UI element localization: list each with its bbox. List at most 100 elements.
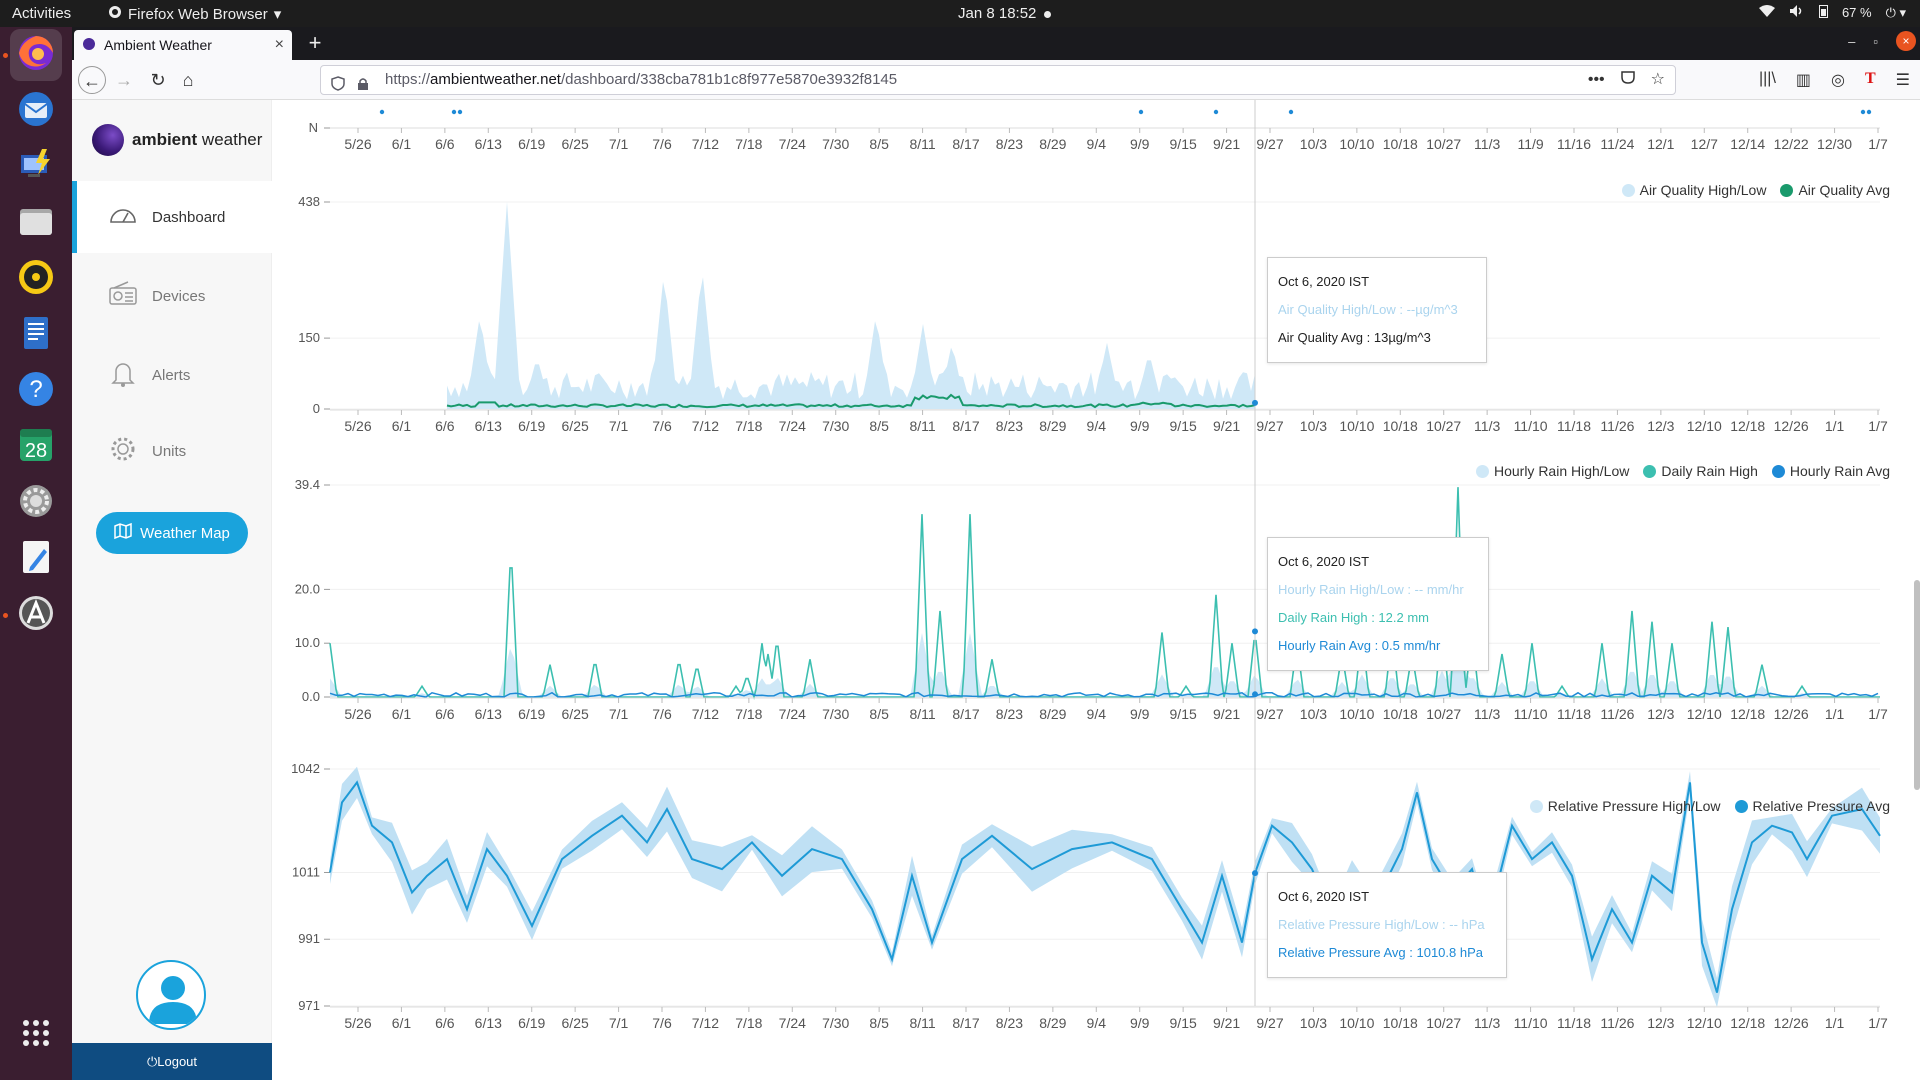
wind-x-axis-tick-label: 12/22 bbox=[1774, 136, 1809, 152]
wind-x-axis-tick-label: 8/17 bbox=[952, 136, 979, 152]
close-tab-icon[interactable]: × bbox=[274, 36, 284, 53]
aq-x-axis-tick-label: 11/3 bbox=[1474, 418, 1500, 434]
dock-files[interactable] bbox=[10, 197, 62, 249]
legend-item[interactable]: Daily Rain High bbox=[1643, 463, 1758, 479]
rain-x-axis-tick-label: 1/1 bbox=[1825, 706, 1845, 722]
page-actions-icon[interactable]: ••• bbox=[1587, 71, 1605, 88]
account-icon[interactable]: ◎ bbox=[1831, 72, 1845, 89]
pressure-tooltip: Oct 6, 2020 IST Relative Pressure High/L… bbox=[1267, 872, 1507, 978]
system-tray[interactable]: 67 % ⏻ ▾ bbox=[1758, 4, 1906, 21]
tooltip-date: Oct 6, 2020 IST bbox=[1278, 554, 1370, 569]
pressure-x-axis-tick-label: 9/4 bbox=[1087, 1015, 1107, 1031]
dock-text-editor[interactable] bbox=[10, 533, 62, 585]
wind-x-axis-tick-label: 9/9 bbox=[1130, 136, 1150, 152]
pressure-x-axis-tick-label: 11/26 bbox=[1600, 1015, 1634, 1031]
extension-t-icon[interactable]: T bbox=[1864, 70, 1876, 87]
aq-x-axis-tick-label: 1/7 bbox=[1868, 418, 1888, 434]
pressure-legend: Relative Pressure High/Low Relative Pres… bbox=[1529, 798, 1890, 814]
bookmark-star-icon[interactable]: ☆ bbox=[1650, 71, 1665, 88]
minimize-icon[interactable]: – bbox=[1848, 33, 1856, 49]
home-button[interactable]: ⌂ bbox=[174, 66, 202, 94]
rain-high-low-area bbox=[330, 623, 1880, 697]
sidebar-item-dashboard[interactable]: Dashboard bbox=[72, 181, 272, 253]
dock-firefox[interactable] bbox=[10, 29, 62, 81]
legend-item[interactable]: Relative Pressure Avg bbox=[1734, 798, 1890, 814]
dock-rhythmbox[interactable] bbox=[10, 253, 62, 305]
reload-button[interactable]: ↻ bbox=[144, 66, 172, 94]
rain-x-axis-tick-label: 7/30 bbox=[822, 706, 849, 722]
close-window-icon[interactable]: × bbox=[1896, 31, 1916, 51]
wifi-icon bbox=[1758, 4, 1775, 21]
aq-x-axis-tick-label: 10/10 bbox=[1339, 418, 1374, 434]
home-icon: ⌂ bbox=[182, 70, 194, 90]
avatar[interactable] bbox=[136, 960, 206, 1030]
browser-tab[interactable]: Ambient Weather × bbox=[74, 30, 292, 60]
hover-point bbox=[1252, 691, 1258, 698]
dock-calendar[interactable]: 28 bbox=[10, 421, 62, 473]
lock-icon[interactable] bbox=[357, 73, 369, 90]
library-icon[interactable]: |||\ bbox=[1758, 70, 1776, 87]
ambient-weather-favicon bbox=[82, 37, 96, 54]
wind-direction-dot bbox=[1860, 109, 1866, 115]
aq-x-axis-tick-label: 8/11 bbox=[909, 418, 935, 434]
pressure-x-axis-tick-label: 5/26 bbox=[344, 1015, 371, 1031]
rhythmbox-icon bbox=[16, 257, 56, 302]
rain-x-axis-tick-label: 11/10 bbox=[1514, 706, 1548, 722]
clock[interactable]: Jan 8 18:52 bbox=[958, 5, 1052, 22]
legend-swatch-icon bbox=[1771, 465, 1785, 478]
sidebar-item-label: Devices bbox=[152, 287, 206, 305]
legend-item-label: Air Quality High/Low bbox=[1639, 182, 1767, 198]
arrow-right-icon: → bbox=[115, 70, 133, 90]
dock-help[interactable]: ? bbox=[10, 365, 62, 417]
pressure-x-axis-tick-label: 10/10 bbox=[1339, 1015, 1374, 1031]
pressure-x-axis-tick-label: 6/13 bbox=[475, 1015, 502, 1031]
wind-x-axis-tick-label: 11/3 bbox=[1474, 136, 1500, 152]
legend-item[interactable]: Hourly Rain Avg bbox=[1771, 463, 1890, 479]
hamburger-menu-icon[interactable]: ☰ bbox=[1895, 72, 1910, 89]
legend-item[interactable]: Air Quality Avg bbox=[1780, 182, 1890, 198]
wind-x-axis-tick-label: 10/3 bbox=[1300, 136, 1327, 152]
dock-software-updater[interactable] bbox=[10, 589, 62, 641]
legend-item[interactable]: Air Quality High/Low bbox=[1621, 182, 1767, 198]
logout-button[interactable]: ⏻Logout bbox=[72, 1043, 272, 1080]
svg-text:28: 28 bbox=[25, 440, 47, 462]
app-menu[interactable]: Firefox Web Browser ▾ bbox=[108, 5, 281, 23]
tooltip-line: Air Quality High/Low : --µg/m^3 bbox=[1278, 302, 1458, 317]
sidebar-toggle-icon[interactable]: ▥ bbox=[1795, 72, 1812, 89]
legend-item[interactable]: Hourly Rain High/Low bbox=[1475, 463, 1629, 479]
pressure-y-tick-label: 1011 bbox=[292, 864, 320, 879]
wind-direction-dot bbox=[379, 109, 385, 115]
show-applications-button[interactable] bbox=[14, 1013, 58, 1057]
wind-x-axis-tick-label: 6/6 bbox=[435, 136, 455, 152]
dock-settings[interactable] bbox=[10, 477, 62, 529]
ambient-weather-logo[interactable]: ambient weather bbox=[92, 124, 262, 156]
rain-x-axis-tick-label: 9/15 bbox=[1170, 706, 1197, 722]
caret-down-icon: ▾ bbox=[273, 6, 282, 23]
wind-x-axis-tick-label: 9/15 bbox=[1170, 136, 1197, 152]
pocket-icon[interactable] bbox=[1620, 66, 1635, 94]
page-scrollbar[interactable] bbox=[1914, 580, 1920, 790]
dock-thunderbird[interactable] bbox=[10, 85, 62, 137]
sidebar-item-label: Units bbox=[152, 442, 187, 460]
back-button[interactable]: ← bbox=[78, 66, 106, 94]
forward-button[interactable]: → bbox=[110, 66, 138, 94]
pressure-x-axis-tick-label: 7/30 bbox=[822, 1015, 849, 1031]
tracking-shield-icon[interactable] bbox=[331, 73, 345, 91]
maximize-icon[interactable]: ▫ bbox=[1873, 33, 1878, 49]
weather-map-button[interactable]: Weather Map bbox=[96, 512, 248, 554]
rain-x-axis-tick-label: 9/27 bbox=[1256, 706, 1283, 722]
activities-button[interactable]: Activities bbox=[12, 5, 72, 22]
dock-writer[interactable] bbox=[10, 309, 62, 361]
sidebar-item-devices[interactable]: Devices bbox=[72, 260, 272, 332]
legend-item-label: Daily Rain High bbox=[1661, 463, 1758, 479]
new-tab-button[interactable]: + bbox=[308, 30, 322, 55]
sidebar-item-alerts[interactable]: Alerts bbox=[72, 339, 272, 411]
rain-x-axis-tick-label: 6/6 bbox=[435, 706, 455, 722]
legend-item[interactable]: Relative Pressure High/Low bbox=[1529, 798, 1721, 814]
tab-title: Ambient Weather bbox=[104, 37, 212, 53]
dock-remote-desktop[interactable] bbox=[10, 141, 62, 193]
pressure-x-axis-tick-label: 9/21 bbox=[1213, 1015, 1240, 1031]
url-path: /dashboard/338cba781b1c8f977e5870e3932f8… bbox=[560, 71, 898, 88]
sidebar-item-units[interactable]: Units bbox=[72, 415, 272, 487]
url-bar[interactable]: https://ambientweather.net/dashboard/338… bbox=[320, 65, 1676, 95]
